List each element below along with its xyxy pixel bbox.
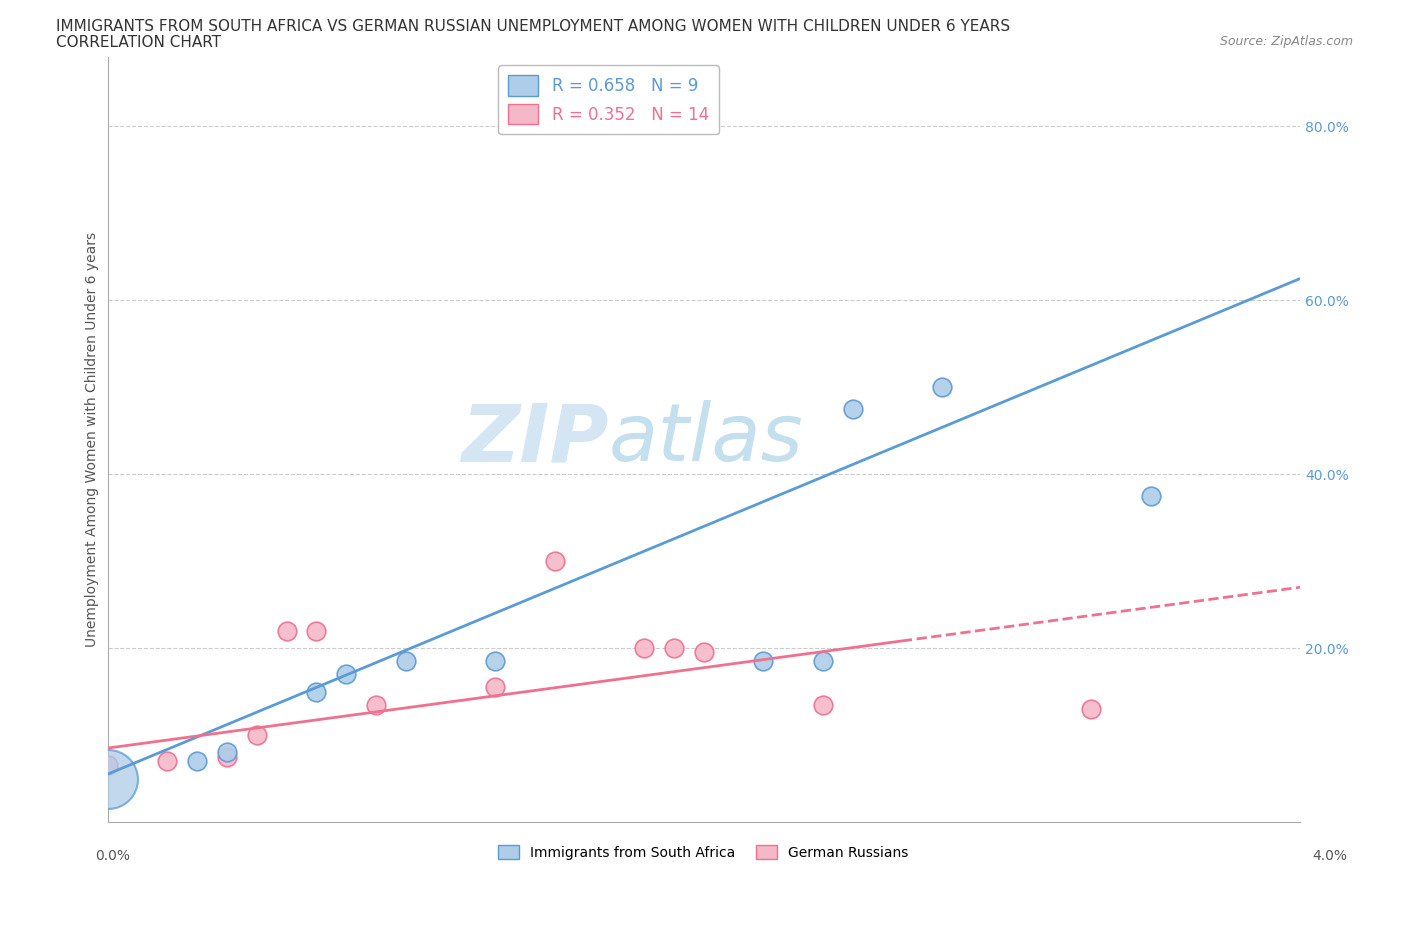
Point <box>633 641 655 656</box>
Point <box>544 553 567 568</box>
Legend: R = 0.658   N = 9, R = 0.352   N = 14: R = 0.658 N = 9, R = 0.352 N = 14 <box>498 65 718 134</box>
Point <box>1140 488 1163 503</box>
Point <box>364 698 387 712</box>
Point <box>246 727 269 742</box>
Point <box>305 623 328 638</box>
Text: atlas: atlas <box>609 401 803 478</box>
Text: IMMIGRANTS FROM SOUTH AFRICA VS GERMAN RUSSIAN UNEMPLOYMENT AMONG WOMEN WITH CHI: IMMIGRANTS FROM SOUTH AFRICA VS GERMAN R… <box>56 19 1011 33</box>
Point <box>693 645 716 660</box>
Text: CORRELATION CHART: CORRELATION CHART <box>56 35 221 50</box>
Point <box>276 623 298 638</box>
Point <box>1080 701 1102 716</box>
Text: Source: ZipAtlas.com: Source: ZipAtlas.com <box>1219 35 1353 48</box>
Point <box>97 758 120 773</box>
Point <box>752 654 775 669</box>
Point <box>842 402 865 417</box>
Point <box>811 698 834 712</box>
Point <box>335 667 357 682</box>
Point <box>186 753 208 768</box>
Text: 4.0%: 4.0% <box>1312 849 1347 863</box>
Legend: Immigrants from South Africa, German Russians: Immigrants from South Africa, German Rus… <box>492 840 914 866</box>
Point <box>156 753 179 768</box>
Point <box>811 654 834 669</box>
Point <box>97 771 120 786</box>
Point <box>215 750 238 764</box>
Point <box>484 680 506 695</box>
Point <box>395 654 418 669</box>
Point <box>484 654 506 669</box>
Text: ZIP: ZIP <box>461 401 609 478</box>
Point <box>931 379 953 394</box>
Text: 0.0%: 0.0% <box>96 849 131 863</box>
Point <box>215 745 238 760</box>
Point <box>305 684 328 699</box>
Point <box>662 641 685 656</box>
Y-axis label: Unemployment Among Women with Children Under 6 years: Unemployment Among Women with Children U… <box>86 232 100 647</box>
